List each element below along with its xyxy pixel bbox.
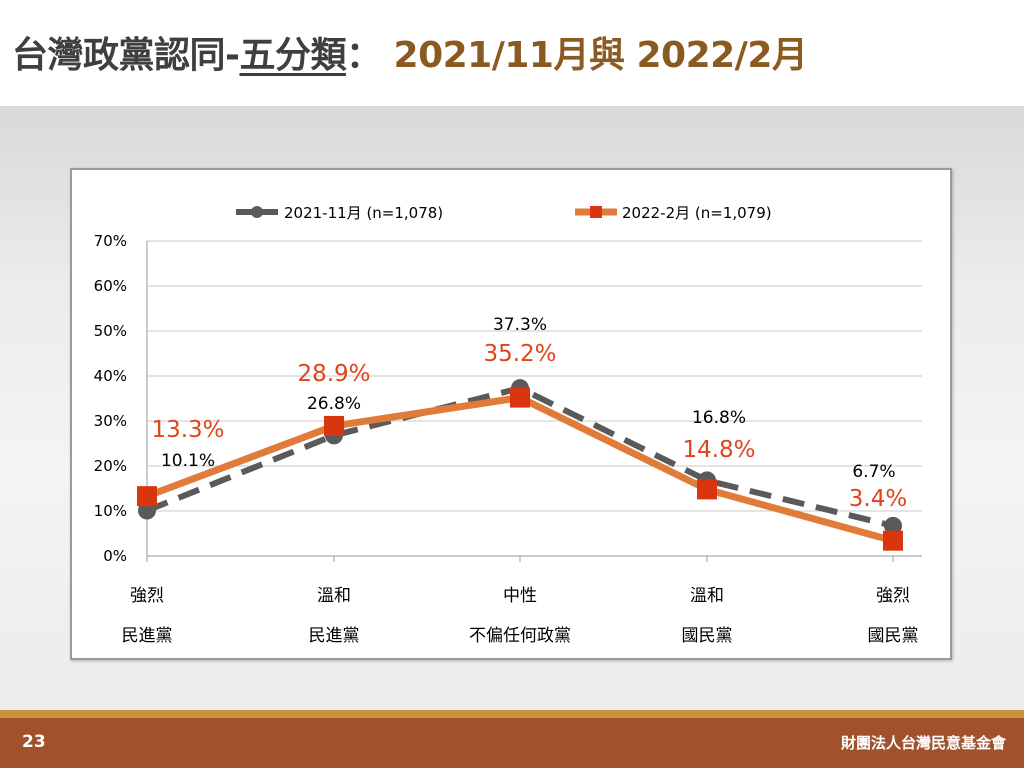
series-2-data-label: 35.2% (483, 341, 556, 367)
x-tick-label: 民進黨 (309, 626, 360, 646)
title-part-4: 2021/11月與 2022/2月 (393, 35, 808, 76)
series-2-data-label: 14.8% (682, 437, 755, 463)
y-tick-label: 50% (94, 322, 127, 340)
x-tick-label: 溫和 (690, 586, 724, 606)
page-title: 台灣政黨認同-五分類： 2021/11月與 2022/2月 (12, 26, 808, 78)
x-tick-label: 強烈 (876, 586, 910, 606)
series-1-point (884, 516, 902, 535)
y-tick-label: 60% (94, 277, 127, 295)
y-tick-label: 0% (103, 547, 127, 565)
series-1-data-label: 37.3% (493, 315, 547, 335)
series-1-data-label: 6.7% (852, 462, 895, 482)
legend-marker-series-2 (590, 206, 602, 218)
series-2-point (883, 530, 903, 551)
legend-marker-series-1 (251, 206, 263, 218)
legend-label-series-1: 2021-11月 (n=1,078) (284, 204, 443, 222)
x-tick-label: 國民黨 (682, 626, 733, 646)
y-tick-label: 70% (94, 232, 127, 250)
series-2-data-label: 13.3% (151, 417, 224, 443)
y-tick-label: 20% (94, 457, 127, 475)
footer-stripe (0, 710, 1024, 718)
x-tick-label: 民進黨 (122, 626, 173, 646)
series-2-point (324, 415, 344, 436)
series-1-data-label: 26.8% (307, 394, 361, 414)
series-1-data-label: 16.8% (692, 408, 746, 428)
x-tick-label: 國民黨 (868, 626, 919, 646)
title-part-2: 五分類 (239, 35, 346, 76)
chart-frame (70, 168, 952, 660)
series-2-point (697, 479, 717, 500)
title-part-3: ： (345, 35, 394, 76)
series-2-line (145, 394, 894, 545)
organization-name: 財團法人台灣民意基金會 (840, 734, 1006, 752)
x-tick-label: 中性 (503, 586, 537, 606)
footer-bar (0, 718, 1024, 768)
y-tick-label: 40% (94, 367, 127, 385)
series-2-point (510, 387, 530, 408)
x-tick-label: 不偏任何政黨 (469, 626, 571, 646)
x-tick-label: 溫和 (317, 586, 351, 606)
series-2-data-label: 28.9% (297, 361, 370, 387)
series-1-data-label: 10.1% (161, 451, 215, 471)
title-bar: 台灣政黨認同-五分類： 2021/11月與 2022/2月 (0, 0, 1024, 106)
title-part-1: 台灣政黨認同- (12, 35, 240, 76)
x-tick-label: 強烈 (130, 586, 164, 606)
page-number: 23 (22, 732, 46, 752)
legend-label-series-2: 2022-2月 (n=1,079) (622, 204, 772, 222)
y-tick-label: 30% (94, 412, 127, 430)
y-tick-label: 10% (94, 502, 127, 520)
series-2-point (137, 486, 157, 507)
series-2-data-label: 3.4% (849, 486, 907, 512)
